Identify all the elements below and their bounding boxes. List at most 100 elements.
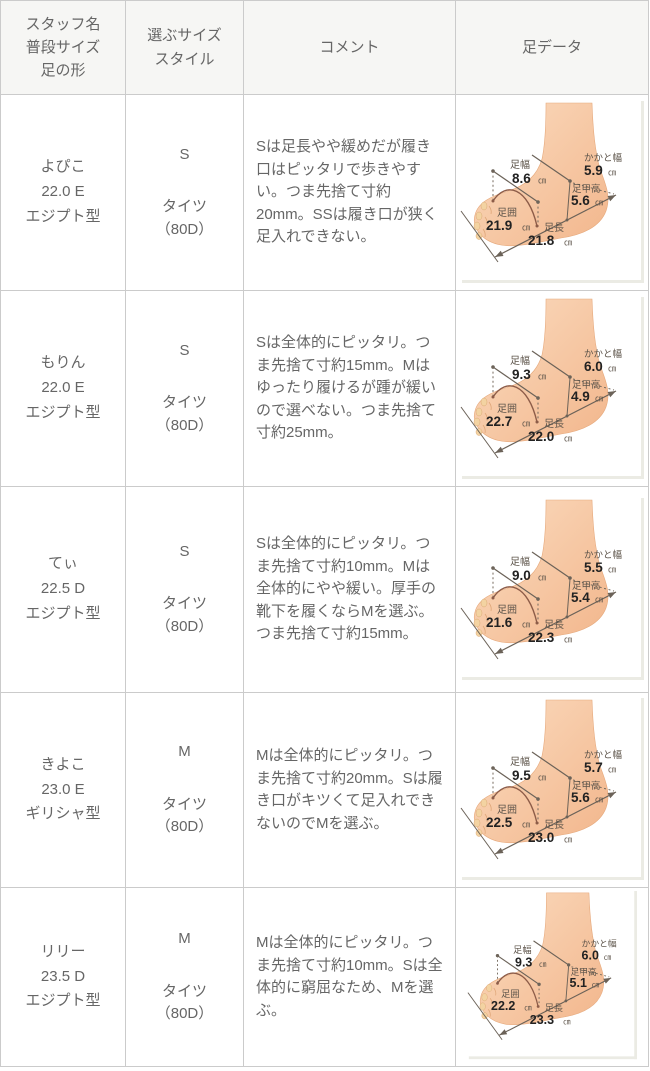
- chosen-size-cell: S タイツ （80D）: [125, 486, 244, 693]
- girth-measure: [491, 786, 539, 825]
- heel-width-label: かかと幅: [582, 937, 617, 948]
- photo-edge-right: [641, 100, 644, 283]
- instep-height-label: 足甲高: [572, 379, 601, 391]
- heel-width-label: かかと幅: [584, 152, 623, 164]
- foot-length-label: 足長: [544, 619, 564, 631]
- staff-foot-shape: エジプト型: [25, 604, 101, 622]
- header-row: スタッフ名 普段サイズ 足の形 選ぶサイズ スタイル コメント 足データ: [0, 0, 649, 95]
- unit-label: ㎝: [564, 434, 572, 443]
- instep-height-value: 5.6: [571, 193, 590, 208]
- staff-foot-shape: エジプト型: [25, 403, 101, 421]
- comment-cell: Mは全体的にピッタリ。つま先捨て寸約10mm。Sは全体的に窮屈なため、Mを選ぶ。: [243, 887, 456, 1067]
- length-measure: [467, 976, 612, 1040]
- unit-label: ㎝: [608, 565, 616, 574]
- foot-illustration: [473, 499, 609, 643]
- staff-name: リリー: [40, 942, 86, 960]
- foot-length-label: 足長: [544, 819, 564, 831]
- girth-measure: [496, 972, 540, 1008]
- width-measure: [491, 565, 540, 625]
- heel-width-label: かかと幅: [584, 348, 623, 360]
- heel-instep-measure: [531, 350, 615, 417]
- foot-diagram: 足幅 9.5 ㎝ かかと幅 5.7 ㎝ 足甲高 5.6 ㎝ 足囲 22.5 ㎝ …: [460, 698, 644, 880]
- instep-height-value: 5.4: [571, 590, 590, 605]
- unit-label: ㎝: [538, 773, 546, 782]
- photo-edge-right: [641, 698, 644, 880]
- measurement-labels: 足幅 9.3 ㎝ かかと幅 6.0 ㎝ 足甲高 4.9 ㎝ 足囲 22.7 ㎝ …: [486, 348, 623, 444]
- staff-name: きよこ: [40, 755, 86, 773]
- header-staff-line: 普段サイズ: [25, 38, 101, 56]
- photo-edge-bottom: [468, 1055, 637, 1059]
- style-denier: （80D）: [155, 416, 214, 434]
- staff-foot-shape: ギリシャ型: [25, 805, 101, 823]
- foot-diagram: 足幅 9.0 ㎝ かかと幅 5.5 ㎝ 足甲高 5.4 ㎝ 足囲 21.6 ㎝ …: [460, 497, 644, 680]
- heel-width-label: かかと幅: [584, 749, 623, 761]
- staff-cell: よぴこ 22.0 E エジプト型: [0, 94, 126, 291]
- instep-height-label: 足甲高: [570, 966, 597, 977]
- measurement-labels: 足幅 8.6 ㎝ かかと幅 5.9 ㎝ 足甲高 5.6 ㎝ 足囲 21.9 ㎝ …: [486, 152, 623, 248]
- table-row: きよこ 23.0 E ギリシャ型 M タイツ （80D） Mは全体的にピッタリ。…: [0, 692, 649, 888]
- style-name: タイツ: [161, 394, 207, 412]
- foot-width-value: 9.5: [512, 768, 531, 783]
- comment-text: Sは足長やや緩めだが履き口はピッタリで歩きやすい。つま先捨て寸約20mm。SSは…: [256, 138, 438, 246]
- chosen-size: M: [178, 930, 191, 948]
- header-comment: コメント: [243, 0, 456, 95]
- unit-label: ㎝: [592, 980, 600, 989]
- instep-height-label: 足甲高: [572, 780, 601, 792]
- foot-image: 足幅 9.5 ㎝ かかと幅 5.7 ㎝ 足甲高 5.6 ㎝ 足囲 22.5 ㎝ …: [457, 696, 648, 884]
- chosen-size: S: [179, 542, 190, 560]
- staff-usual-size: 23.0 E: [41, 780, 85, 798]
- foot-data-cell: 足幅 9.0 ㎝ かかと幅 5.5 ㎝ 足甲高 5.4 ㎝ 足囲 21.6 ㎝ …: [455, 486, 649, 693]
- style-name: タイツ: [161, 595, 207, 613]
- unit-label: ㎝: [563, 1017, 571, 1026]
- heel-width-label: かかと幅: [584, 549, 623, 561]
- unit-label: ㎝: [608, 364, 616, 373]
- heel-width-value: 5.7: [584, 760, 603, 775]
- photo-edge-bottom: [462, 676, 644, 680]
- header-foot-data: 足データ: [455, 0, 649, 95]
- chosen-size-cell: M タイツ （80D）: [125, 692, 244, 888]
- foot-data-cell: 足幅 9.3 ㎝ かかと幅 6.0 ㎝ 足甲高 4.9 ㎝ 足囲 22.7 ㎝ …: [455, 290, 649, 487]
- length-measure: [460, 791, 617, 860]
- instep-height-label: 足甲高: [572, 580, 601, 592]
- foot-width-label: 足幅: [510, 555, 530, 568]
- style-denier: （80D）: [155, 220, 214, 238]
- foot-width-value: 9.3: [512, 367, 531, 382]
- chosen-size: S: [179, 341, 190, 359]
- foot-length-value: 21.8: [528, 233, 555, 248]
- unit-label: ㎝: [564, 635, 572, 644]
- foot-image: 足幅 9.3 ㎝ かかと幅 6.0 ㎝ 足甲高 4.9 ㎝ 足囲 22.7 ㎝ …: [457, 295, 648, 483]
- unit-label: ㎝: [522, 223, 530, 232]
- unit-label: ㎝: [564, 238, 572, 247]
- unit-label: ㎝: [595, 198, 603, 207]
- foot-diagram: 足幅 9.3 ㎝ かかと幅 6.0 ㎝ 足甲高 5.1 ㎝ 足囲 22.2 ㎝ …: [467, 890, 637, 1059]
- comment-cell: Sは足長やや緩めだが履き口はピッタリで歩きやすい。つま先捨て寸約20mm。SSは…: [243, 94, 456, 291]
- instep-height-value: 5.6: [571, 790, 590, 805]
- comment-text: Sは全体的にピッタリ。つま先捨て寸約10mm。Mは全体的にやや緩い。厚手の靴下を…: [256, 535, 437, 643]
- foot-length-value: 23.3: [530, 1013, 554, 1027]
- chosen-size: S: [179, 145, 190, 163]
- foot-data-cell: 足幅 8.6 ㎝ かかと幅 5.9 ㎝ 足甲高 5.6 ㎝ 足囲 21.9 ㎝ …: [455, 94, 649, 291]
- unit-label: ㎝: [538, 176, 546, 185]
- foot-width-label: 足幅: [510, 158, 530, 171]
- header-size-line: 選ぶサイズ: [147, 27, 222, 45]
- foot-width-label: 足幅: [513, 943, 531, 954]
- foot-length-label: 足長: [545, 1003, 563, 1013]
- unit-label: ㎝: [595, 595, 603, 604]
- unit-label: ㎝: [538, 372, 546, 381]
- foot-diagram: 足幅 8.6 ㎝ かかと幅 5.9 ㎝ 足甲高 5.6 ㎝ 足囲 21.9 ㎝ …: [460, 100, 644, 283]
- foot-girth-value: 22.5: [486, 815, 513, 830]
- unit-label: ㎝: [564, 835, 572, 844]
- table-row: よぴこ 22.0 E エジプト型 S タイツ （80D） Sは足長やや緩めだが履…: [0, 94, 649, 291]
- staff-cell: もりん 22.0 E エジプト型: [0, 290, 126, 487]
- header-staff: スタッフ名 普段サイズ 足の形: [0, 0, 126, 95]
- foot-diagram: 足幅 9.3 ㎝ かかと幅 6.0 ㎝ 足甲高 4.9 ㎝ 足囲 22.7 ㎝ …: [460, 296, 644, 479]
- header-size: 選ぶサイズ スタイル: [125, 0, 244, 95]
- chosen-size-cell: S タイツ （80D）: [125, 94, 244, 291]
- style-denier: （80D）: [155, 1005, 214, 1023]
- comment-cell: Sは全体的にピッタリ。つま先捨て寸約10mm。Mは全体的にやや緩い。厚手の靴下を…: [243, 486, 456, 693]
- foot-girth-value: 21.9: [486, 218, 512, 233]
- staff-cell: きよこ 23.0 E ギリシャ型: [0, 692, 126, 888]
- staff-foot-shape: エジプト型: [25, 207, 101, 225]
- foot-length-label: 足長: [544, 222, 564, 234]
